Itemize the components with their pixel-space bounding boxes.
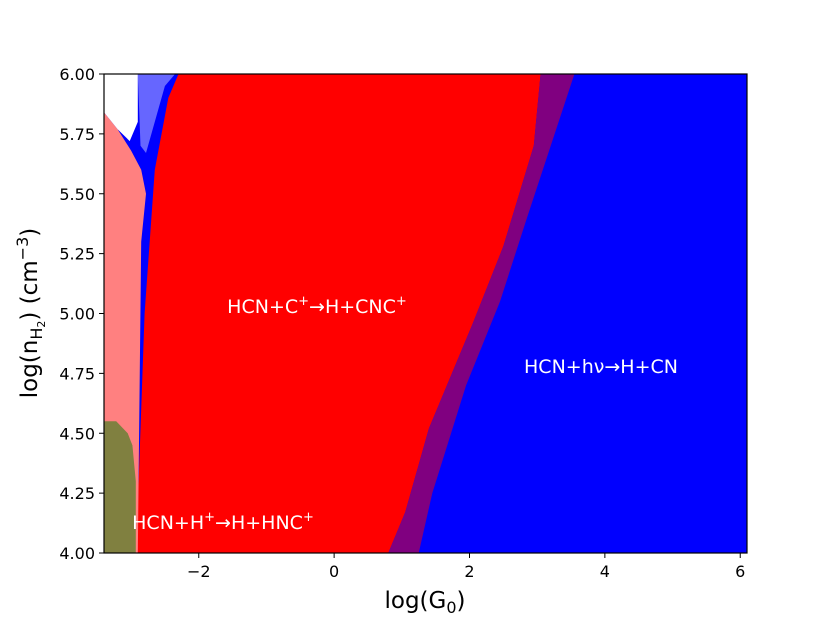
annotation-cnc-part-a: HCN+C [227, 296, 298, 318]
x-tick-label: 6 [735, 562, 745, 581]
y-tick-label: 5.50 [59, 185, 95, 204]
y-axis-label-end: ) [17, 228, 43, 237]
region-hnc_dark [104, 421, 136, 553]
y-tick-label: 6.00 [59, 65, 95, 84]
annotation-hnc-sup2: + [303, 510, 314, 525]
region-purple_top [137, 74, 176, 153]
annotation-cnc-sup: + [298, 294, 309, 309]
x-tick-label: 2 [464, 562, 474, 581]
y-axis-label-sub: H [27, 328, 46, 340]
y-tick-label: 4.50 [59, 424, 95, 443]
y-tick-label: 4.25 [59, 484, 95, 503]
plot-area [104, 74, 747, 553]
y-axis-label-subsub: 2 [35, 321, 48, 328]
annotation-cn-text: HCN+hν→H+CN [524, 356, 678, 378]
x-axis-label: log(G0) [384, 588, 465, 617]
annotation-cnc: HCN+C+→H+CNC+ [227, 294, 407, 318]
y-axis-label-mid: ) (cm [17, 260, 43, 320]
annotation-hnc-sup: + [204, 510, 215, 525]
x-axis-label-main: log(G [384, 588, 446, 614]
x-axis-label-sub: 0 [446, 598, 456, 617]
x-tick-label: 4 [600, 562, 610, 581]
annotation-hnc-part-a: HCN+H [132, 512, 204, 534]
annotation-cn: HCN+hν→H+CN [524, 356, 678, 378]
y-axis-ticks: 4.00 4.25 4.50 4.75 5.00 5.25 5.50 5.75 6.00 [59, 65, 104, 563]
region-white_corner [104, 74, 138, 142]
annotation-cnc-sup2: + [396, 294, 407, 309]
x-axis-ticks: −2 0 2 4 6 [187, 553, 745, 581]
y-axis-label: log(nH2) (cm−3) [13, 228, 48, 399]
region-cnc [135, 74, 541, 553]
y-tick-label: 4.75 [59, 364, 95, 383]
y-tick-label: 5.00 [59, 305, 95, 324]
y-tick-label: 4.00 [59, 544, 95, 563]
y-tick-label: 5.75 [59, 125, 95, 144]
annotation-cnc-part-b: →H+CNC [309, 296, 396, 318]
region-purple_band [388, 74, 575, 553]
x-tick-label: 0 [329, 562, 339, 581]
annotation-hnc-part-b: →H+HNC [215, 512, 303, 534]
x-tick-label: −2 [187, 562, 211, 581]
y-tick-label: 5.25 [59, 245, 95, 264]
regions [104, 74, 575, 553]
annotation-hnc: HCN+H+→H+HNC+ [132, 510, 314, 534]
y-axis-label-main: log(n [17, 340, 43, 399]
y-axis-label-sup: −3 [13, 237, 32, 261]
x-axis-label-close: ) [457, 588, 466, 614]
